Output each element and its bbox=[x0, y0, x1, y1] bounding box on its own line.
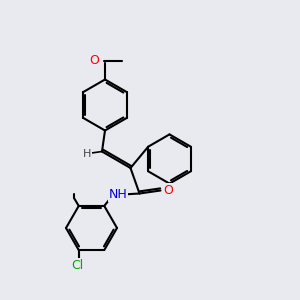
Text: NH: NH bbox=[109, 188, 128, 202]
Text: O: O bbox=[90, 54, 99, 68]
Text: Cl: Cl bbox=[71, 259, 83, 272]
Text: O: O bbox=[164, 184, 173, 197]
Text: H: H bbox=[83, 149, 91, 160]
